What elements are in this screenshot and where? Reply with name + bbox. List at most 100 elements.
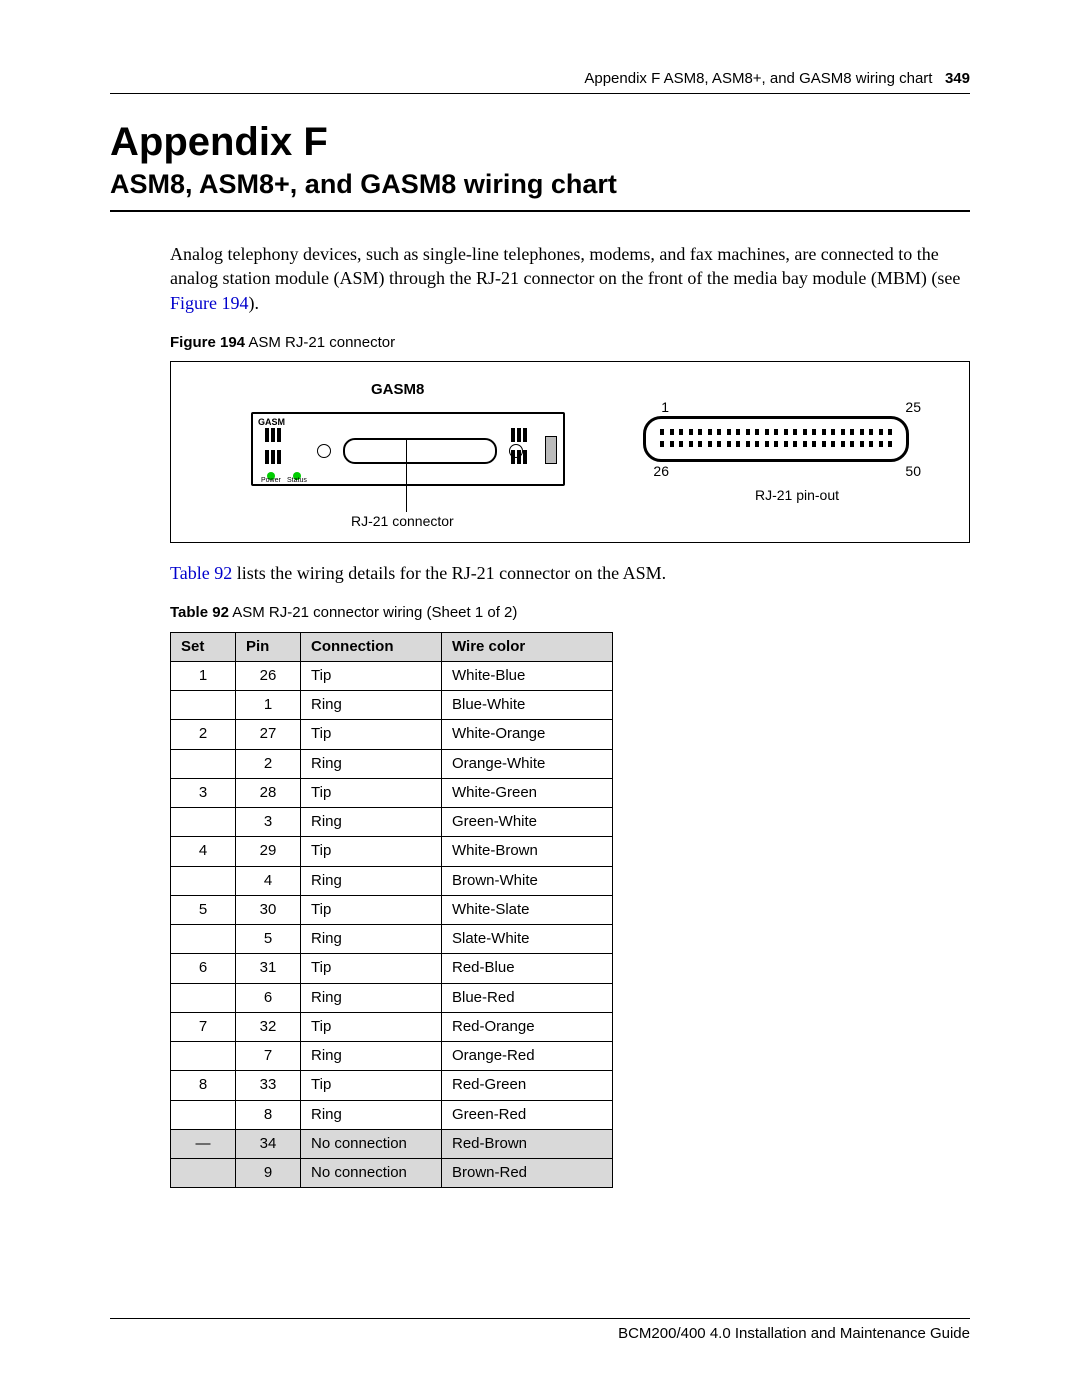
wiring-table: Set Pin Connection Wire color 126TipWhit… xyxy=(170,632,613,1189)
status-led-label: Status xyxy=(287,476,307,485)
rj21-connector-icon xyxy=(343,438,497,464)
table-cell: 4 xyxy=(236,866,301,895)
table-cell xyxy=(171,983,236,1012)
footer-text: BCM200/400 4.0 Installation and Maintena… xyxy=(110,1325,970,1342)
table-cell: 5 xyxy=(236,925,301,954)
table-cell: Red-Green xyxy=(442,1071,613,1100)
table-cell xyxy=(171,691,236,720)
table-row: 833TipRed-Green xyxy=(171,1071,613,1100)
rj21-pinout-icon xyxy=(643,416,909,462)
table-row: 5RingSlate-White xyxy=(171,925,613,954)
table-cell: 2 xyxy=(171,720,236,749)
document-page: Appendix F ASM8, ASM8+, and GASM8 wiring… xyxy=(0,0,1080,1397)
table-cell: Ring xyxy=(301,925,442,954)
table-cell: 6 xyxy=(236,983,301,1012)
side-port-icon xyxy=(545,436,557,464)
table-row: 1RingBlue-White xyxy=(171,691,613,720)
table-cell: 33 xyxy=(236,1071,301,1100)
table-cell: 4 xyxy=(171,837,236,866)
gasm8-module-icon: GASM Power Status xyxy=(251,412,565,486)
table-cell: 27 xyxy=(236,720,301,749)
table-cell: Ring xyxy=(301,691,442,720)
table-cell xyxy=(171,1042,236,1071)
table-row: 530TipWhite-Slate xyxy=(171,895,613,924)
table-link[interactable]: Table 92 xyxy=(170,563,232,583)
table-cell xyxy=(171,1100,236,1129)
table-row: 429TipWhite-Brown xyxy=(171,837,613,866)
col-connection: Connection xyxy=(301,632,442,661)
table-cell: 7 xyxy=(236,1042,301,1071)
pin-label-1: 1 xyxy=(661,398,669,417)
table-row: 732TipRed-Orange xyxy=(171,1012,613,1041)
table-cell: Blue-White xyxy=(442,691,613,720)
table-cell: 8 xyxy=(236,1100,301,1129)
table-cell: Tip xyxy=(301,895,442,924)
vent-icon xyxy=(265,428,291,442)
page-number: 349 xyxy=(945,70,970,87)
table-cell: White-Slate xyxy=(442,895,613,924)
table-intro-text: lists the wiring details for the RJ-21 c… xyxy=(232,563,666,583)
pin-label-26: 26 xyxy=(653,462,669,481)
rj21-connector-label: RJ-21 connector xyxy=(351,512,454,531)
body-content: Analog telephony devices, such as single… xyxy=(170,242,970,1188)
table-cell: White-Brown xyxy=(442,837,613,866)
table-cell: — xyxy=(171,1129,236,1158)
col-wire-color: Wire color xyxy=(442,632,613,661)
table-cell: 3 xyxy=(171,778,236,807)
table-row: 2RingOrange-White xyxy=(171,749,613,778)
table-cell: Blue-Red xyxy=(442,983,613,1012)
col-set: Set xyxy=(171,632,236,661)
table-cell: Slate-White xyxy=(442,925,613,954)
table-cell xyxy=(171,866,236,895)
table-row: 6RingBlue-Red xyxy=(171,983,613,1012)
table-cell: No connection xyxy=(301,1129,442,1158)
figure-box: GASM8 GASM Power Status RJ-21 connector … xyxy=(170,361,970,543)
table-cell: Orange-Red xyxy=(442,1042,613,1071)
table-cell: White-Blue xyxy=(442,661,613,690)
table-cell xyxy=(171,925,236,954)
figure-link[interactable]: Figure 194 xyxy=(170,293,249,313)
appendix-title: Appendix F xyxy=(110,120,970,165)
table-cell: Red-Orange xyxy=(442,1012,613,1041)
table-cell: Ring xyxy=(301,866,442,895)
table-caption-text: ASM RJ-21 connector wiring (Sheet 1 of 2… xyxy=(229,604,517,621)
table-cell: Green-Red xyxy=(442,1100,613,1129)
table-row: 3RingGreen-White xyxy=(171,808,613,837)
table-cell: 26 xyxy=(236,661,301,690)
table-cell: 3 xyxy=(236,808,301,837)
table-row: 227TipWhite-Orange xyxy=(171,720,613,749)
power-led-label: Power xyxy=(261,476,281,485)
table-caption: Table 92 ASM RJ-21 connector wiring (She… xyxy=(170,603,970,623)
table-cell: Tip xyxy=(301,720,442,749)
table-caption-number: Table 92 xyxy=(170,604,229,621)
table-row: 4RingBrown-White xyxy=(171,866,613,895)
table-cell: 32 xyxy=(236,1012,301,1041)
table-cell: Ring xyxy=(301,1042,442,1071)
figure-caption-number: Figure 194 xyxy=(170,334,245,351)
table-cell: Tip xyxy=(301,837,442,866)
table-cell: 30 xyxy=(236,895,301,924)
page-footer-area: BCM200/400 4.0 Installation and Maintena… xyxy=(110,1288,970,1342)
intro-text-a: Analog telephony devices, such as single… xyxy=(170,244,960,288)
module-title: GASM8 xyxy=(371,380,424,400)
pin-row-bottom xyxy=(660,441,892,447)
table-cell: Ring xyxy=(301,983,442,1012)
table-cell: 2 xyxy=(236,749,301,778)
table-cell: Red-Brown xyxy=(442,1129,613,1158)
title-rule xyxy=(110,210,970,212)
table-cell: Ring xyxy=(301,749,442,778)
table-cell: White-Orange xyxy=(442,720,613,749)
pinout-caption: RJ-21 pin-out xyxy=(755,486,839,505)
running-header: Appendix F ASM8, ASM8+, and GASM8 wiring… xyxy=(110,70,970,87)
table-cell: Tip xyxy=(301,1071,442,1100)
pin-row-top xyxy=(660,429,892,435)
vent-icon xyxy=(265,450,291,464)
table-cell: Tip xyxy=(301,954,442,983)
table-cell: Brown-White xyxy=(442,866,613,895)
table-row: 9No connectionBrown-Red xyxy=(171,1159,613,1188)
table-cell: 34 xyxy=(236,1129,301,1158)
table-cell: No connection xyxy=(301,1159,442,1188)
table-cell: Red-Blue xyxy=(442,954,613,983)
intro-paragraph: Analog telephony devices, such as single… xyxy=(170,242,970,315)
pin-label-50: 50 xyxy=(905,462,921,481)
